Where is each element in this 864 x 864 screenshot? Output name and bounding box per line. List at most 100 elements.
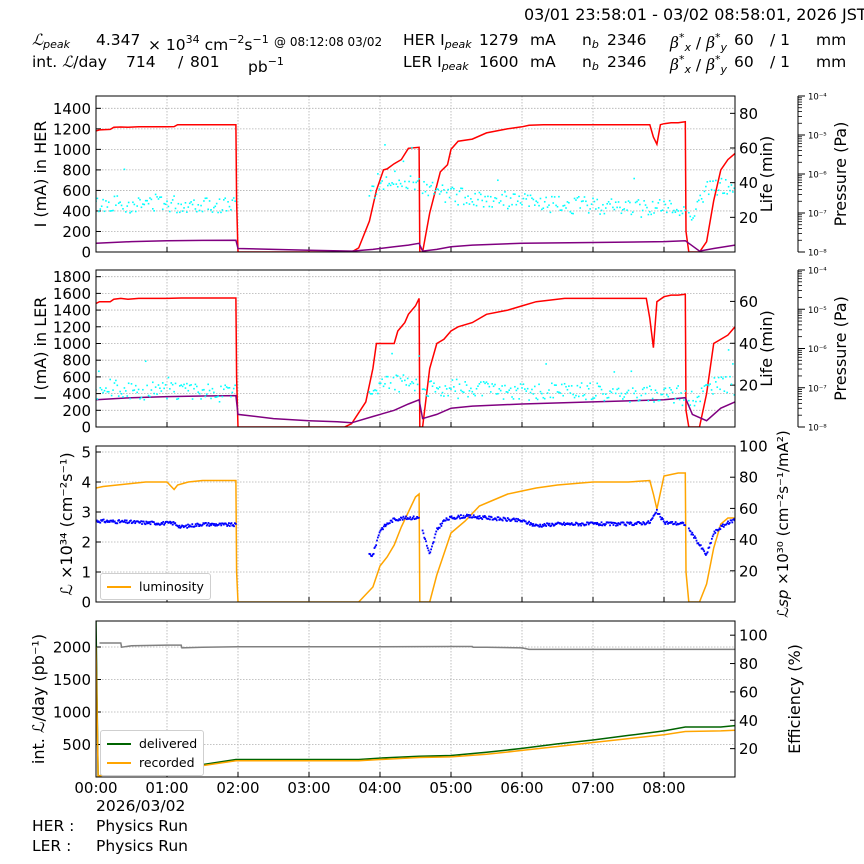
specific-luminosity-point xyxy=(693,536,695,539)
her-pressure-point xyxy=(102,198,104,201)
specific-luminosity-point xyxy=(661,516,663,519)
her-pressure-point xyxy=(460,187,462,190)
ler-pressure-point xyxy=(504,384,506,387)
her-pressure-point xyxy=(384,144,386,146)
her-pressure-point xyxy=(696,200,699,203)
ler-y-axis-label: I (mA) in LER xyxy=(31,297,50,401)
her-y-tick-label: 400 xyxy=(62,202,91,220)
her-pressure-point xyxy=(678,214,681,217)
her-pressure-point xyxy=(582,200,584,202)
her-pressure-point xyxy=(692,217,694,219)
specific-luminosity-point xyxy=(529,522,532,524)
specific-luminosity-point xyxy=(487,517,490,520)
her-pressure-point xyxy=(677,210,679,212)
ler-pressure-point xyxy=(730,383,733,386)
specific-luminosity-point xyxy=(377,534,380,537)
specific-luminosity-point xyxy=(186,526,189,529)
specific-luminosity-point xyxy=(133,520,136,522)
ler-pressure-point xyxy=(424,389,427,391)
luminosity-legend: luminosity xyxy=(100,573,211,600)
specific-luminosity-point xyxy=(472,514,475,517)
ler-pressure-tick-label: 10⁻⁵ xyxy=(808,306,827,316)
her-pressure-point xyxy=(371,185,373,187)
her-pressure-point xyxy=(529,194,532,197)
her-pressure-point xyxy=(551,195,553,198)
ler-pressure-point xyxy=(415,378,418,381)
her-pressure-tick-label: 10⁻⁷ xyxy=(808,210,827,220)
ler-pressure-point xyxy=(489,391,492,393)
her-pressure-point xyxy=(191,203,194,206)
ler-y-tick-label: 400 xyxy=(62,385,91,403)
specific-luminosity-point xyxy=(108,521,111,523)
ler-pressure-point xyxy=(723,390,726,392)
specific-luminosity-point xyxy=(477,517,480,520)
specific-luminosity-point xyxy=(705,552,708,555)
ler-pressure-point xyxy=(624,393,627,395)
her-pressure-point xyxy=(161,208,164,211)
her-pressure-point xyxy=(176,211,178,214)
specific-luminosity-point xyxy=(719,528,722,531)
ler-pressure-point xyxy=(462,391,465,394)
her-pressure-point xyxy=(651,200,654,203)
ler-pressure-point xyxy=(139,397,141,400)
specific-luminosity-point xyxy=(232,524,235,526)
her-nb-label: nb xyxy=(582,31,599,51)
her-pressure-point xyxy=(465,202,468,204)
ler-pressure-point xyxy=(695,400,697,403)
x-tick-label: 07:00 xyxy=(571,779,614,797)
specific-luminosity-point xyxy=(666,520,669,523)
her-pressure-point xyxy=(381,180,383,182)
specific-luminosity-point xyxy=(174,522,177,525)
her-y-tick-label: 200 xyxy=(62,223,91,241)
her-pressure-point xyxy=(546,206,549,208)
integrated-y2-tick-label: 60 xyxy=(739,683,758,701)
her-pressure-point xyxy=(119,201,121,203)
ler-pressure-point xyxy=(678,398,681,401)
ler-pressure-point xyxy=(522,383,525,385)
her-pressure-point xyxy=(201,210,204,213)
ler-pressure-point xyxy=(616,388,618,391)
specific-luminosity-point xyxy=(222,522,224,525)
specific-luminosity-point xyxy=(456,516,459,519)
specific-luminosity-point xyxy=(153,521,155,524)
ler-pressure-point xyxy=(379,382,382,385)
specific-luminosity-point xyxy=(652,515,655,517)
ler-pressure-point xyxy=(526,387,529,390)
her-pressure-point xyxy=(558,195,560,198)
her-pressure-point xyxy=(609,203,611,205)
integrated-frame xyxy=(95,620,736,778)
her-pressure-point xyxy=(658,199,661,201)
luminosity-y-tick-label: 2 xyxy=(81,534,91,552)
her-pressure-point xyxy=(484,195,486,198)
her-pressure-point xyxy=(139,198,141,201)
her-pressure-point xyxy=(710,188,713,191)
specific-luminosity-point xyxy=(130,519,132,522)
her-pressure-point xyxy=(198,209,201,212)
specific-luminosity-point xyxy=(714,532,717,534)
ler-pressure-point xyxy=(578,395,580,398)
ler-pressure-point xyxy=(150,389,153,391)
specific-luminosity-point xyxy=(214,524,217,527)
specific-luminosity-point xyxy=(483,516,485,519)
ler-pressure-point xyxy=(100,388,103,391)
ler-pressure-point xyxy=(388,387,391,390)
ler-pressure-point xyxy=(717,376,720,379)
specific-luminosity-point xyxy=(169,520,172,523)
ler-pressure-point xyxy=(204,395,207,398)
ler-pressure-point xyxy=(575,394,577,397)
ler-pressure-point xyxy=(418,355,420,357)
ler-pressure-point xyxy=(542,396,545,399)
specific-luminosity-point xyxy=(194,523,197,526)
specific-luminosity-point xyxy=(694,537,697,539)
her-y-tick-label: 800 xyxy=(62,161,91,179)
ler-frame xyxy=(95,269,736,428)
her-pressure-point xyxy=(170,202,173,204)
ler-pressure-point xyxy=(565,385,567,388)
specific-luminosity-point xyxy=(147,522,150,525)
her-pressure-point xyxy=(612,206,614,209)
her-pressure-point xyxy=(415,181,418,184)
specific-luminosity-point xyxy=(441,522,444,525)
ler-pressure-point xyxy=(113,382,116,384)
ler-pressure-point xyxy=(232,387,235,390)
her-pressure-point xyxy=(404,180,406,183)
